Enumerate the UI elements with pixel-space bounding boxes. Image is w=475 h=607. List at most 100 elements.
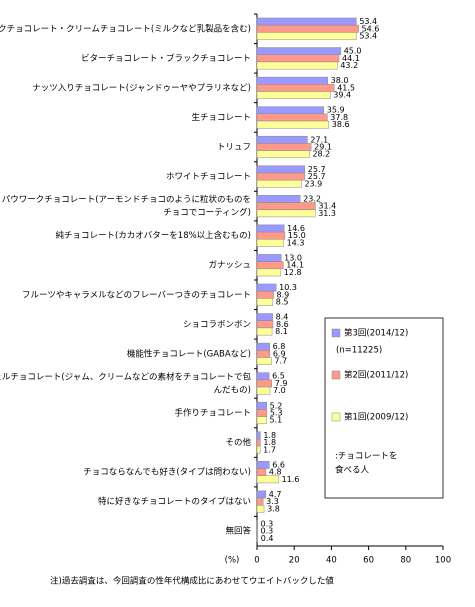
value-label: 44.1 — [342, 54, 360, 63]
bar — [256, 313, 273, 321]
value-label: 45.0 — [344, 47, 362, 56]
bar — [256, 445, 261, 454]
value-label: 1.8 — [263, 431, 276, 440]
value-label: 39.4 — [333, 91, 351, 100]
x-tick-label: 0 — [254, 556, 259, 566]
value-label: 4.8 — [269, 468, 282, 477]
category-label: チョコでコーティング) — [163, 207, 251, 218]
value-label: 0.3 — [261, 520, 274, 529]
bar — [256, 283, 277, 292]
bar — [256, 195, 301, 203]
value-label: 53.4 — [359, 17, 377, 26]
category-label: パウワークチョコレート(アーモンドチョコのように粒状のものを — [2, 194, 251, 205]
bar — [256, 143, 312, 151]
bar — [256, 490, 266, 499]
legend-label: 第1回(2009/12) — [344, 412, 408, 423]
value-label: 14.1 — [286, 261, 304, 270]
value-label: 54.6 — [362, 24, 380, 33]
value-label: 7.0 — [273, 386, 286, 395]
legend-swatch — [331, 328, 341, 338]
value-label: 11.6 — [282, 475, 300, 484]
bar — [256, 386, 271, 395]
bar — [256, 401, 267, 410]
bar — [256, 290, 274, 299]
category-label: ショコラボンボン — [183, 320, 251, 330]
category-label: 純チョコレート(カカオバターを18%以上含むもの) — [55, 230, 251, 241]
bar — [256, 372, 270, 381]
legend-caption: :チョコレートを — [335, 452, 397, 462]
value-label: 5.2 — [270, 401, 283, 410]
legend-swatch — [331, 370, 341, 380]
bar — [256, 350, 271, 358]
x-unit: (%) — [225, 556, 240, 566]
bar — [256, 84, 335, 92]
value-label: 7.9 — [275, 379, 288, 388]
bar — [256, 468, 267, 476]
value-label: 12.8 — [284, 268, 302, 277]
value-label: 28.2 — [312, 150, 330, 159]
legend-box — [324, 317, 444, 499]
bar — [256, 202, 316, 210]
bar — [256, 150, 310, 159]
footnote: 注)過去調査は、今回調査の性年代構成比にあわせてウエイトバックした値 — [50, 576, 334, 587]
bar — [256, 172, 306, 181]
value-label: 1.7 — [263, 445, 276, 454]
bar — [256, 475, 279, 484]
bar — [256, 505, 265, 513]
value-label: 6.8 — [273, 342, 286, 351]
legend-note: (n=11225) — [336, 346, 382, 356]
x-tick-label: 20 — [289, 556, 300, 566]
value-label: 23.2 — [303, 194, 321, 203]
value-label: 6.5 — [272, 372, 285, 381]
x-tick-label: 100 — [435, 556, 451, 566]
bar — [256, 342, 270, 351]
bar — [256, 327, 273, 336]
value-label: 25.7 — [308, 165, 326, 174]
bar — [256, 497, 264, 506]
value-label: 23.9 — [304, 179, 322, 188]
bar — [256, 527, 258, 536]
value-label: 35.9 — [327, 106, 345, 115]
bar — [256, 54, 340, 63]
value-label: 6.9 — [273, 349, 286, 358]
value-label: 29.1 — [314, 143, 332, 152]
category-label: 無回答 — [225, 526, 251, 537]
value-label: 13.0 — [284, 254, 302, 263]
value-label: 15.0 — [288, 231, 306, 240]
category-label: シェルチョコレート(ジャム、クリームなどの素材をチョコレートで包 — [0, 371, 251, 382]
bar — [256, 106, 325, 115]
bar — [256, 224, 285, 233]
value-label: 8.6 — [276, 320, 289, 329]
value-label: 53.4 — [359, 31, 377, 40]
value-label: 37.8 — [330, 113, 348, 122]
value-label: 3.3 — [266, 497, 279, 506]
bar — [256, 409, 268, 417]
value-label: 1.8 — [263, 438, 276, 447]
value-label: 0.4 — [261, 534, 274, 543]
bar — [256, 24, 359, 33]
bar — [256, 47, 341, 55]
bar — [256, 165, 306, 174]
category-label: んだもの) — [214, 385, 251, 395]
bar — [256, 320, 274, 329]
x-tick-label: 40 — [326, 556, 337, 566]
value-label: 3.8 — [267, 504, 280, 513]
value-label: 5.1 — [269, 416, 282, 425]
bar — [256, 231, 286, 240]
value-label: 4.7 — [269, 490, 282, 499]
legend-swatch — [331, 412, 341, 422]
category-label: その他 — [225, 437, 251, 448]
value-label: 0.3 — [261, 527, 274, 536]
value-label: 38.6 — [332, 120, 350, 129]
value-label: 7.7 — [274, 357, 287, 366]
bar — [256, 135, 308, 144]
bar — [256, 254, 282, 262]
bar — [256, 61, 338, 70]
value-label: 10.3 — [279, 283, 297, 292]
bar — [256, 261, 284, 270]
category-label: トリュフ — [217, 143, 251, 153]
bar — [256, 534, 258, 543]
value-label: 31.4 — [318, 202, 336, 211]
legend-label: 第3回(2014/12) — [344, 328, 408, 339]
